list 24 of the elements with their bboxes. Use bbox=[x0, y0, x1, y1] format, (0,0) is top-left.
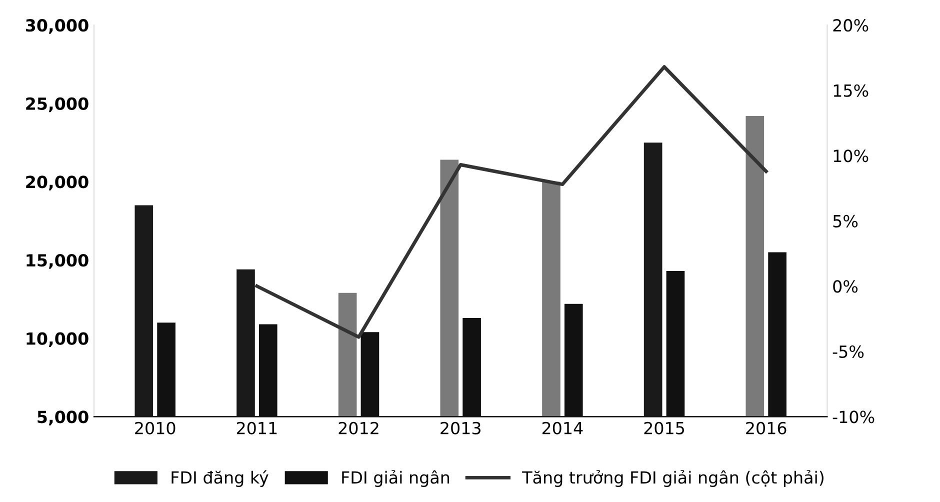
y-tick-label: 15,000 bbox=[26, 254, 88, 269]
y-tick-label: 30,000 bbox=[26, 19, 88, 34]
y2-tick-label: 10% bbox=[834, 150, 868, 162]
x-tick-label: 2010 bbox=[135, 422, 176, 434]
y2-tick-label: 0% bbox=[833, 280, 858, 293]
legend-label: FDI đăng ký bbox=[172, 470, 268, 487]
y2-tick-label: 5% bbox=[833, 214, 858, 228]
y2-tick-label: 20% bbox=[833, 19, 868, 32]
x-tick-label: 2015 bbox=[644, 422, 684, 434]
y2-tick-label: -5% bbox=[832, 345, 864, 358]
legend-label: Tăng trưởng FDI giải ngân (cột phải) bbox=[522, 470, 824, 487]
x-tick-label: 2011 bbox=[236, 422, 277, 434]
line-series bbox=[255, 65, 768, 339]
x-tick-label: 2014 bbox=[542, 422, 583, 434]
y-tick-label: 10,000 bbox=[26, 332, 88, 348]
x-tick-label: 2016 bbox=[746, 422, 786, 434]
y-tick-label: 20,000 bbox=[26, 176, 88, 190]
x-tick-label: 2013 bbox=[440, 422, 480, 434]
y2-tick-label: 15% bbox=[834, 84, 868, 97]
y-tick-label: 5,000 bbox=[38, 410, 88, 426]
y2-tick-label: -10% bbox=[832, 410, 874, 424]
x-tick-label: 2012 bbox=[338, 422, 378, 434]
y-tick-label: 25,000 bbox=[26, 97, 88, 112]
legend-label: FDI giải ngân bbox=[342, 470, 450, 487]
